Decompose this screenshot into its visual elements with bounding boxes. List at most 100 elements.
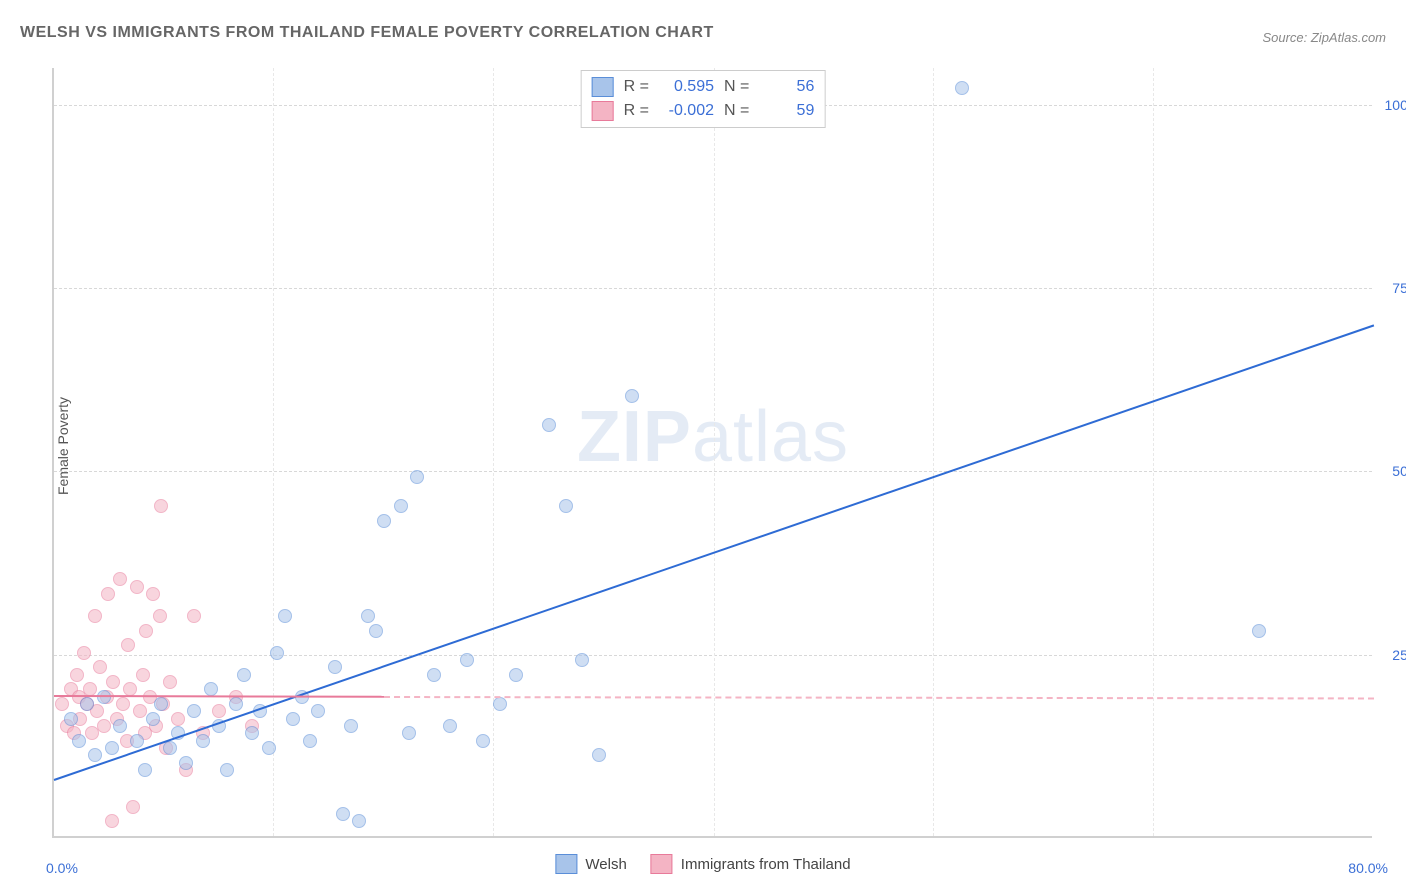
- scatter-point-welsh: [476, 734, 490, 748]
- r-label: R =: [624, 102, 649, 120]
- legend-label-thailand: Immigrants from Thailand: [681, 856, 851, 873]
- scatter-point-welsh: [237, 668, 251, 682]
- legend-item-thailand: Immigrants from Thailand: [651, 854, 851, 874]
- scatter-point-thailand: [133, 704, 147, 718]
- scatter-point-thailand: [153, 609, 167, 623]
- scatter-point-thailand: [93, 660, 107, 674]
- scatter-point-welsh: [369, 624, 383, 638]
- scatter-point-welsh: [64, 712, 78, 726]
- scatter-point-welsh: [460, 653, 474, 667]
- r-label: R =: [624, 78, 649, 96]
- stats-row-welsh: R = 0.595 N = 56: [592, 75, 815, 99]
- scatter-point-welsh: [286, 712, 300, 726]
- gridline-v: [714, 68, 715, 836]
- scatter-point-thailand: [171, 712, 185, 726]
- scatter-point-welsh: [138, 763, 152, 777]
- source-label: Source: ZipAtlas.com: [1262, 30, 1386, 45]
- series-legend: Welsh Immigrants from Thailand: [555, 854, 850, 874]
- scatter-point-welsh: [80, 697, 94, 711]
- scatter-point-welsh: [410, 470, 424, 484]
- scatter-point-thailand: [101, 587, 115, 601]
- stats-row-thailand: R = -0.002 N = 59: [592, 99, 815, 123]
- scatter-point-thailand: [106, 675, 120, 689]
- x-axis-max: 80.0%: [1348, 860, 1388, 876]
- plot-area: ZIPatlas 25.0%50.0%75.0%100.0%: [52, 68, 1372, 838]
- gridline-v: [273, 68, 274, 836]
- gridline-v: [1153, 68, 1154, 836]
- scatter-point-welsh: [328, 660, 342, 674]
- legend-item-welsh: Welsh: [555, 854, 626, 874]
- scatter-point-welsh: [105, 741, 119, 755]
- scatter-point-thailand: [146, 587, 160, 601]
- chart-title: WELSH VS IMMIGRANTS FROM THAILAND FEMALE…: [20, 24, 714, 42]
- swatch-welsh-bottom: [555, 854, 577, 874]
- watermark-bold: ZIP: [577, 397, 692, 477]
- x-axis-min: 0.0%: [46, 860, 78, 876]
- scatter-point-welsh: [303, 734, 317, 748]
- scatter-point-thailand: [97, 719, 111, 733]
- scatter-point-welsh: [113, 719, 127, 733]
- scatter-point-welsh: [245, 726, 259, 740]
- scatter-point-welsh: [196, 734, 210, 748]
- gridline-h: [54, 471, 1372, 472]
- scatter-point-welsh: [394, 499, 408, 513]
- scatter-point-welsh: [542, 418, 556, 432]
- scatter-point-welsh: [344, 719, 358, 733]
- scatter-point-welsh: [377, 514, 391, 528]
- scatter-point-welsh: [402, 726, 416, 740]
- scatter-point-welsh: [592, 748, 606, 762]
- gridline-v: [493, 68, 494, 836]
- scatter-point-thailand: [105, 814, 119, 828]
- scatter-point-thailand: [113, 572, 127, 586]
- scatter-point-welsh: [575, 653, 589, 667]
- legend-label-welsh: Welsh: [585, 856, 626, 873]
- ytick-label: 50.0%: [1377, 463, 1406, 479]
- scatter-point-welsh: [559, 499, 573, 513]
- scatter-point-thailand: [139, 624, 153, 638]
- scatter-point-welsh: [187, 704, 201, 718]
- n-value-welsh: 56: [759, 78, 814, 96]
- scatter-point-welsh: [163, 741, 177, 755]
- scatter-point-thailand: [55, 697, 69, 711]
- n-label: N =: [724, 78, 749, 96]
- scatter-point-welsh: [352, 814, 366, 828]
- n-label: N =: [724, 102, 749, 120]
- scatter-point-thailand: [70, 668, 84, 682]
- scatter-point-thailand: [163, 675, 177, 689]
- scatter-point-thailand: [130, 580, 144, 594]
- gridline-h: [54, 288, 1372, 289]
- scatter-point-welsh: [220, 763, 234, 777]
- r-value-welsh: 0.595: [659, 78, 714, 96]
- scatter-point-thailand: [212, 704, 226, 718]
- gridline-v: [933, 68, 934, 836]
- scatter-point-welsh: [88, 748, 102, 762]
- scatter-point-welsh: [443, 719, 457, 733]
- scatter-point-welsh: [229, 697, 243, 711]
- gridline-h: [54, 655, 1372, 656]
- scatter-point-welsh: [72, 734, 86, 748]
- stats-legend: R = 0.595 N = 56 R = -0.002 N = 59: [581, 70, 826, 128]
- scatter-point-thailand: [126, 800, 140, 814]
- scatter-point-thailand: [154, 499, 168, 513]
- scatter-point-welsh: [146, 712, 160, 726]
- r-value-thailand: -0.002: [659, 102, 714, 120]
- watermark-light: atlas: [692, 397, 849, 477]
- scatter-point-welsh: [262, 741, 276, 755]
- scatter-point-welsh: [336, 807, 350, 821]
- scatter-point-thailand: [116, 697, 130, 711]
- n-value-thailand: 59: [759, 102, 814, 120]
- scatter-point-welsh: [179, 756, 193, 770]
- scatter-point-welsh: [130, 734, 144, 748]
- scatter-point-welsh: [427, 668, 441, 682]
- scatter-point-welsh: [204, 682, 218, 696]
- scatter-point-welsh: [625, 389, 639, 403]
- scatter-point-thailand: [121, 638, 135, 652]
- scatter-point-thailand: [187, 609, 201, 623]
- ytick-label: 100.0%: [1377, 97, 1406, 113]
- scatter-point-welsh: [311, 704, 325, 718]
- scatter-point-welsh: [509, 668, 523, 682]
- scatter-point-thailand: [136, 668, 150, 682]
- scatter-point-welsh: [270, 646, 284, 660]
- swatch-welsh: [592, 77, 614, 97]
- scatter-point-welsh: [1252, 624, 1266, 638]
